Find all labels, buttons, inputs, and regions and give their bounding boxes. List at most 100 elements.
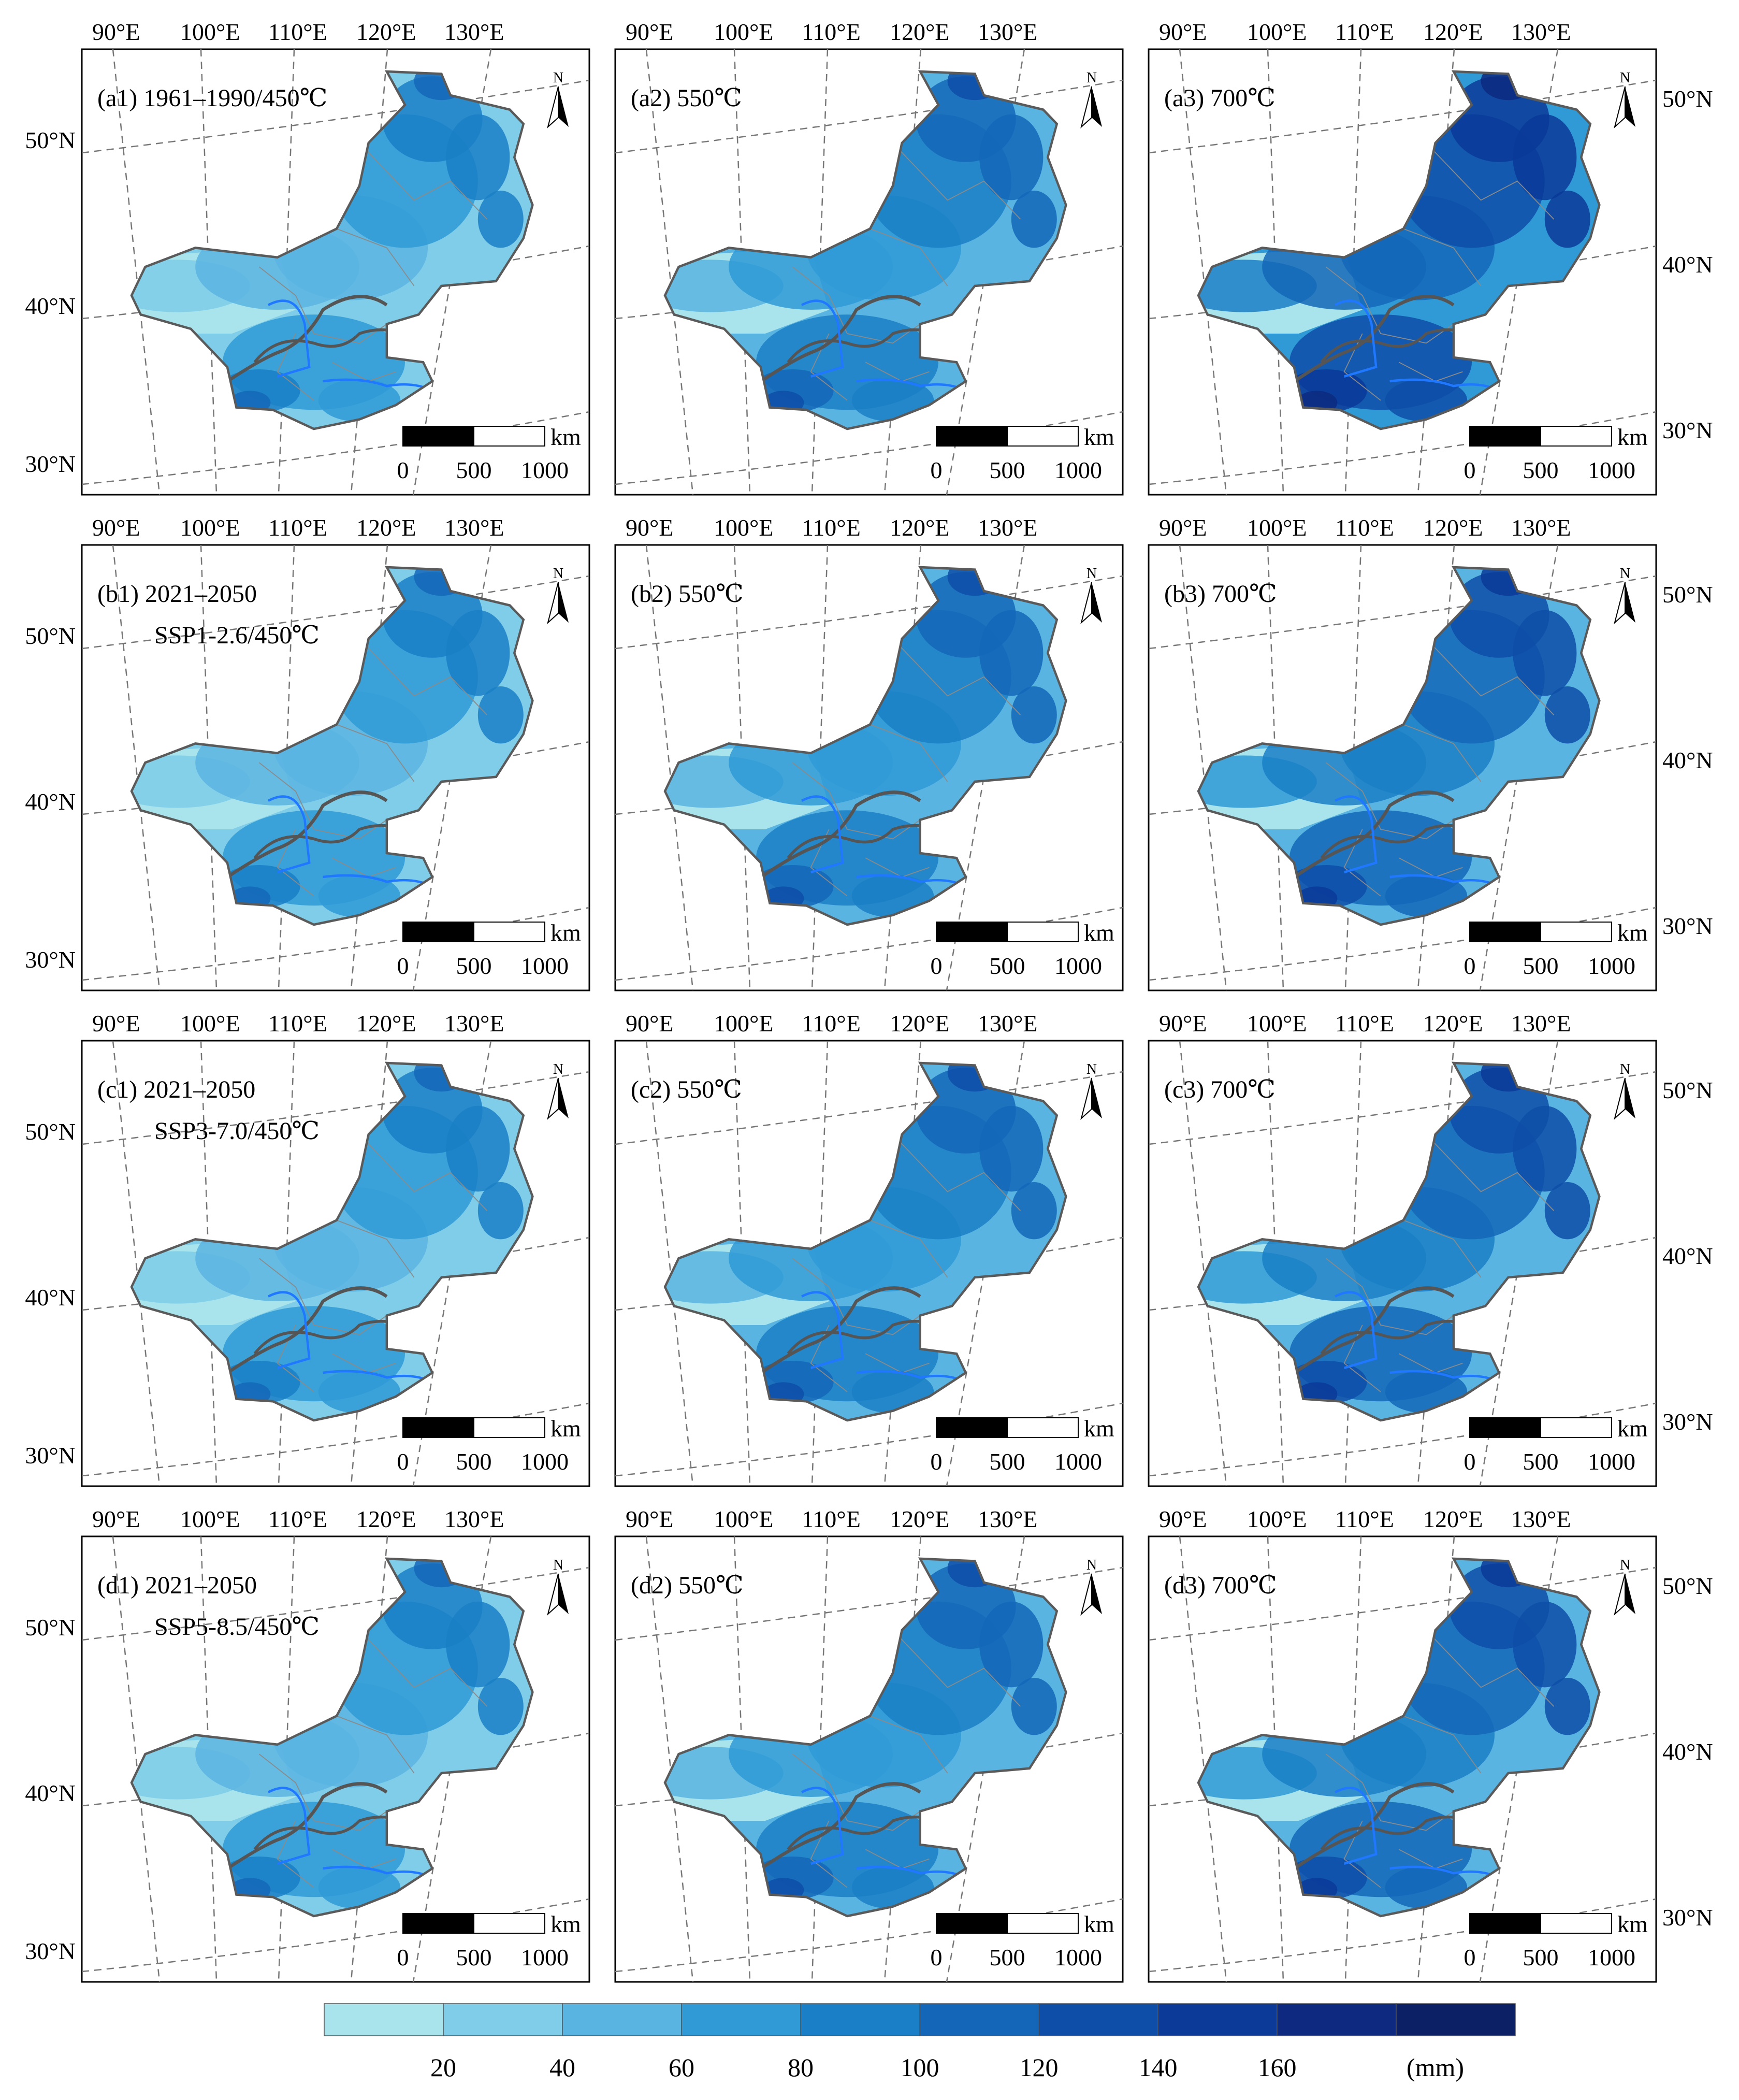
scale-tick-label: 0 [397, 1448, 409, 1475]
scale-unit: km [550, 919, 581, 946]
precipitation-map [104, 1549, 532, 1916]
scale-unit: km [1084, 424, 1114, 450]
panel-subtitle: SSP1-2.6/450℃ [154, 622, 320, 649]
north-arrow-icon: N [547, 1557, 569, 1616]
lon-label: 130°E [978, 1506, 1038, 1532]
scale-tick-label: 1000 [1588, 953, 1635, 979]
scale-tick-label: 1000 [1054, 1448, 1102, 1475]
scale-tick-label: 500 [990, 1448, 1025, 1475]
map-panel-c2: 90°E 100°E 110°E 120°E 130°E (c2) 550℃ Nkm 0 500… [614, 1010, 1124, 1487]
panel-title: (c1) 2021–2050 [97, 1076, 255, 1103]
scale-bar: km 0 500 1000 [1464, 1911, 1648, 1970]
colorbar-swatch [324, 2003, 444, 2036]
north-arrow-icon: N [547, 566, 569, 624]
colorbar-swatch [1277, 2003, 1397, 2036]
lon-label: 120°E [356, 19, 416, 45]
scale-unit: km [1617, 424, 1648, 450]
colorbar-swatch [1396, 2003, 1516, 2036]
scale-tick-label: 0 [931, 953, 943, 979]
scale-tick-label: 0 [1464, 1448, 1476, 1475]
svg-text:N: N [1620, 70, 1630, 86]
lat-label: 40°N [25, 1284, 76, 1311]
scale-bar: km 0 500 1000 [397, 919, 582, 979]
scale-tick-label: 0 [397, 1944, 409, 1970]
lon-label: 90°E [626, 19, 674, 45]
north-arrow-icon: N [547, 70, 569, 128]
lat-label: 50°N [1662, 1077, 1713, 1103]
north-arrow-icon: N [1080, 70, 1102, 128]
lat-label: 50°N [1662, 581, 1713, 608]
scale-tick-label: 500 [456, 953, 492, 979]
panel-subtitle: SSP5-8.5/450℃ [154, 1613, 320, 1641]
scale-tick-label: 1000 [1054, 953, 1102, 979]
scale-tick-label: 500 [1523, 953, 1559, 979]
north-arrow-icon: N [1080, 1061, 1102, 1120]
scale-tick-label: 500 [1523, 1448, 1559, 1475]
lon-label: 90°E [92, 514, 140, 541]
scale-tick-label: 500 [1523, 1944, 1559, 1970]
north-arrow-icon: N [1614, 70, 1635, 128]
colorbar-tick-label: 160 [1258, 2053, 1297, 2082]
colorbar-swatch [562, 2003, 682, 2036]
map-panel-b1: 90°E 100°E 110°E 120°E 130°E 50°N 40°N 30°N (b1)… [25, 514, 590, 991]
scale-tick-label: 1000 [521, 457, 569, 483]
map-panel-d1: 90°E 100°E 110°E 120°E 130°E 50°N 40°N 30°N (d1)… [25, 1506, 590, 1983]
lon-label: 130°E [444, 514, 504, 541]
scale-tick-label: 1000 [1588, 1944, 1635, 1970]
lon-label: 100°E [714, 19, 774, 45]
lon-label: 110°E [268, 514, 327, 541]
panel-title: (c2) 550℃ [631, 1076, 742, 1103]
scale-tick-label: 0 [931, 1944, 943, 1970]
panel-title: (b3) 700℃ [1164, 580, 1277, 608]
map-panel-a3: 90°E 100°E 110°E 120°E 130°E 50°N 40°N 30°N (a3)… [1148, 19, 1713, 496]
lat-label: 30°N [25, 946, 76, 973]
panel-title: (a1) 1961–1990/450℃ [97, 84, 327, 112]
lon-label: 90°E [92, 19, 140, 45]
scale-tick-label: 0 [1464, 953, 1476, 979]
scale-tick-label: 500 [990, 1944, 1025, 1970]
lon-label: 100°E [714, 1506, 774, 1532]
scale-tick-label: 1000 [521, 1448, 569, 1475]
lat-label: 30°N [1662, 1904, 1713, 1931]
lon-label: 130°E [444, 1010, 504, 1037]
precipitation-map [637, 1549, 1066, 1916]
precipitation-map [1171, 1054, 1599, 1420]
svg-text:N: N [1086, 1557, 1097, 1573]
lon-label: 130°E [978, 19, 1038, 45]
north-arrow-icon: N [1080, 1557, 1102, 1616]
north-arrow-icon: N [1614, 1061, 1635, 1120]
svg-text:N: N [1086, 70, 1097, 86]
lon-label: 110°E [802, 514, 861, 541]
lon-label: 120°E [890, 1506, 950, 1532]
lat-label: 30°N [1662, 417, 1713, 443]
scale-unit: km [1084, 919, 1114, 946]
lon-label: 90°E [92, 1010, 140, 1037]
colorbar-tick-label: 20 [430, 2053, 456, 2082]
scale-tick-label: 500 [990, 953, 1025, 979]
lon-label: 90°E [92, 1506, 140, 1532]
lon-label: 100°E [714, 514, 774, 541]
colorbar: 20 40 60 80 100 120 140 160 (mm) [324, 2003, 1516, 2082]
map-panel-d3: 90°E 100°E 110°E 120°E 130°E 50°N 40°N 30°N (d3)… [1148, 1506, 1713, 1983]
svg-text:N: N [553, 566, 563, 582]
scale-tick-label: 0 [931, 457, 943, 483]
lon-label: 110°E [1335, 1506, 1394, 1532]
lon-label: 110°E [802, 1506, 861, 1532]
map-panel-a2: 90°E 100°E 110°E 120°E 130°E (a2) 550℃ Nkm 0 500… [614, 19, 1124, 496]
lon-label: 120°E [356, 514, 416, 541]
lat-label: 40°N [1662, 251, 1713, 278]
scale-unit: km [550, 424, 581, 450]
scale-tick-label: 1000 [1054, 457, 1102, 483]
colorbar-swatch [443, 2003, 563, 2036]
scale-bar: km 0 500 1000 [397, 424, 582, 483]
lon-label: 120°E [1423, 514, 1483, 541]
scale-tick-label: 500 [1523, 457, 1559, 483]
lat-label: 40°N [1662, 1243, 1713, 1269]
lat-label: 50°N [1662, 1573, 1713, 1599]
lon-label: 110°E [268, 19, 327, 45]
lat-label: 50°N [25, 1118, 76, 1145]
lon-label: 110°E [1335, 1010, 1394, 1037]
lon-label: 90°E [626, 1010, 674, 1037]
svg-text:N: N [553, 1061, 563, 1077]
scale-tick-label: 1000 [1054, 1944, 1102, 1970]
